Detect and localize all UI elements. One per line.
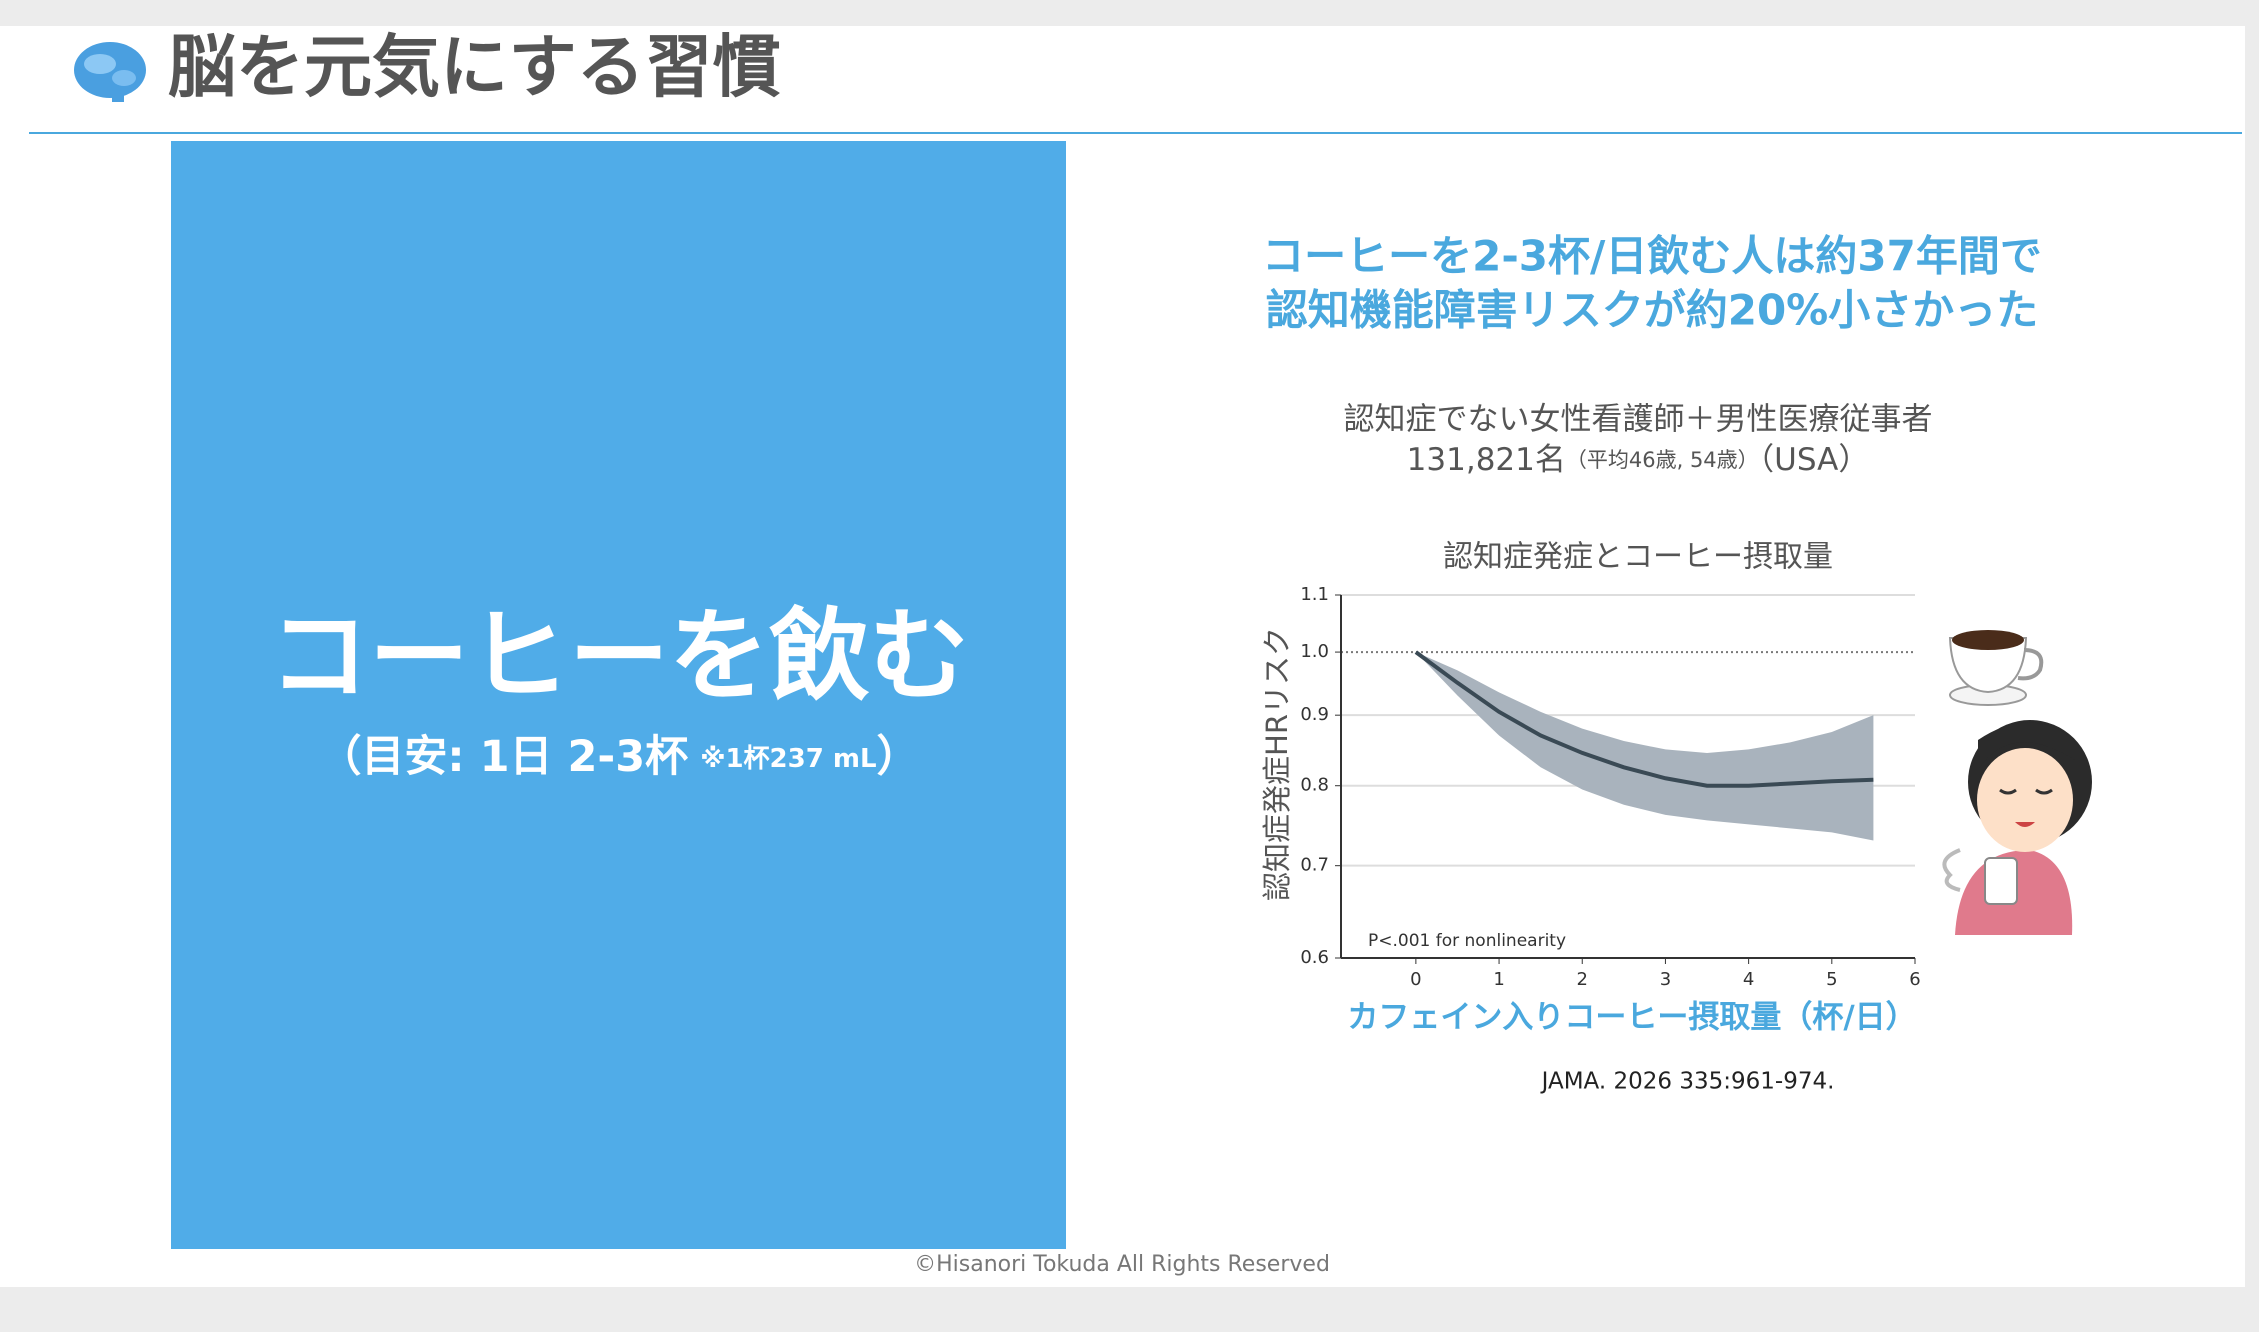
hazard-line	[1414, 650, 1874, 788]
x-axis-label: カフェイン入りコーヒー摂取量（杯/日）	[1347, 1000, 1916, 1036]
x-tick-label: 2	[1577, 969, 1588, 990]
highlight-panel	[171, 141, 1066, 1249]
note-close: ）	[877, 732, 920, 782]
x-tick-label: 5	[1826, 969, 1837, 990]
y-tick-label: 0.8	[1300, 775, 1329, 796]
study-count: 131,821名（平均46歳, 54歳）（USA）	[1407, 442, 1870, 478]
y-tick-label: 1.0	[1300, 641, 1329, 662]
panel-note: （目安: 1日 2-3杯 ※1杯237 mL）	[318, 732, 919, 782]
summary-line: 認知機能障害リスクが約20%小さかった	[1266, 286, 2039, 335]
y-axis-label: 認知症発症HRリスク	[1260, 627, 1294, 901]
x-tick-label: 6	[1909, 969, 1920, 990]
slide-title: 脳を元気にする習慣	[168, 29, 781, 108]
summary-line: コーヒーを2-3杯/日飲む人は約37年間で	[1262, 232, 2042, 281]
study-line: 認知症でない女性看護師＋男性医療従事者	[1344, 402, 1933, 438]
y-tick-label: 1.1	[1300, 584, 1329, 605]
count: 131,821名	[1407, 442, 1566, 478]
y-tick-label: 0.9	[1300, 704, 1329, 725]
footer: ©Hisanori Tokuda All Rights Reserved	[914, 1252, 1330, 1277]
confidence-band	[1415, 652, 1874, 841]
x-tick-label: 1	[1493, 969, 1504, 990]
chart-title: 認知症発症とコーヒー摂取量	[1443, 540, 1833, 575]
brain-icon	[74, 42, 146, 102]
x-tick-label: 4	[1743, 969, 1754, 990]
y-tick-label: 0.7	[1300, 855, 1329, 876]
ages: （平均46歳, 54歳）	[1566, 448, 1759, 472]
note-small: ※1杯237 mL	[700, 744, 876, 774]
y-tick-label: 0.6	[1300, 947, 1329, 968]
chart-annotation: P<.001 for nonlinearity	[1368, 931, 1566, 951]
x-tick-label: 0	[1410, 969, 1421, 990]
woman-illustration	[1942, 720, 2092, 935]
country: （USA）	[1759, 442, 1870, 478]
x-tick-label: 3	[1660, 969, 1671, 990]
note-main: （目安: 1日 2-3杯	[318, 732, 688, 782]
panel-heading: コーヒーを飲む	[269, 597, 969, 714]
source: JAMA. 2026 335:961-974.	[1540, 1069, 1835, 1095]
coffee-cup-illustration	[1948, 630, 2044, 706]
